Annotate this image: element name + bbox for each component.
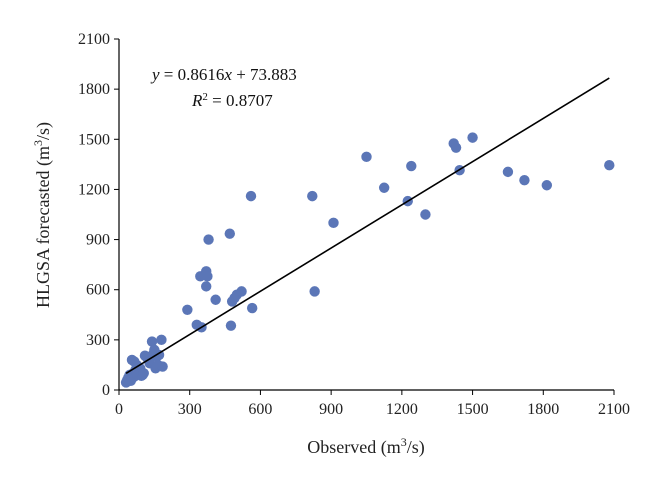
data-point <box>201 281 212 292</box>
x-tick-label: 900 <box>319 401 343 418</box>
y-tick-label: 1800 <box>78 81 110 98</box>
y-tick-label: 0 <box>102 382 110 399</box>
data-point <box>361 151 372 163</box>
data-point <box>309 286 320 297</box>
data-point <box>328 217 339 229</box>
x-tick-label: 300 <box>178 401 202 418</box>
trend-equation: y = 0.8616x + 73.883 <box>150 65 297 84</box>
x-axis-title: Observed (m3/s) <box>307 435 424 458</box>
y-tick-label: 1500 <box>78 131 110 148</box>
x-tick-label: 1800 <box>527 401 559 418</box>
data-point <box>246 302 258 314</box>
y-tick-label: 300 <box>86 332 110 349</box>
data-point <box>467 132 478 143</box>
trend-line <box>125 77 610 375</box>
y-axis-title: HLGSA forecasted (m3/s) <box>31 122 54 308</box>
r-squared-label: R2 = 0.8707 <box>191 91 273 110</box>
data-point <box>519 175 530 186</box>
x-tick-label: 1200 <box>386 401 418 418</box>
data-point <box>604 159 615 171</box>
y-axis-ticks: 0 300 600 900 1200 1500 1800 2100 <box>78 31 119 399</box>
data-point <box>138 368 149 379</box>
data-point <box>236 286 247 297</box>
data-point <box>450 142 462 153</box>
x-tick-label: 600 <box>248 401 272 418</box>
data-point <box>245 190 257 202</box>
data-point <box>182 304 193 315</box>
data-point <box>146 336 158 347</box>
data-point <box>502 166 514 178</box>
data-point <box>378 182 390 193</box>
y-tick-label: 600 <box>86 282 110 299</box>
data-point <box>224 228 235 239</box>
y-tick-label: 900 <box>86 232 110 249</box>
x-tick-label: 2100 <box>598 401 630 418</box>
data-point <box>307 190 318 202</box>
y-tick-label: 2100 <box>78 31 110 48</box>
data-points <box>120 132 615 388</box>
x-axis-ticks: 0 300 600 900 1200 1500 1800 2100 <box>115 390 630 418</box>
x-tick-label: 1500 <box>457 401 489 418</box>
data-point <box>156 334 167 346</box>
data-point <box>202 271 213 282</box>
data-point <box>225 320 237 331</box>
data-point <box>203 234 214 245</box>
data-point <box>210 294 221 305</box>
x-tick-label: 0 <box>115 401 123 418</box>
data-point <box>406 160 417 172</box>
y-tick-label: 1200 <box>78 181 110 198</box>
data-point <box>157 361 168 372</box>
data-point <box>420 209 431 220</box>
data-point <box>541 180 553 191</box>
